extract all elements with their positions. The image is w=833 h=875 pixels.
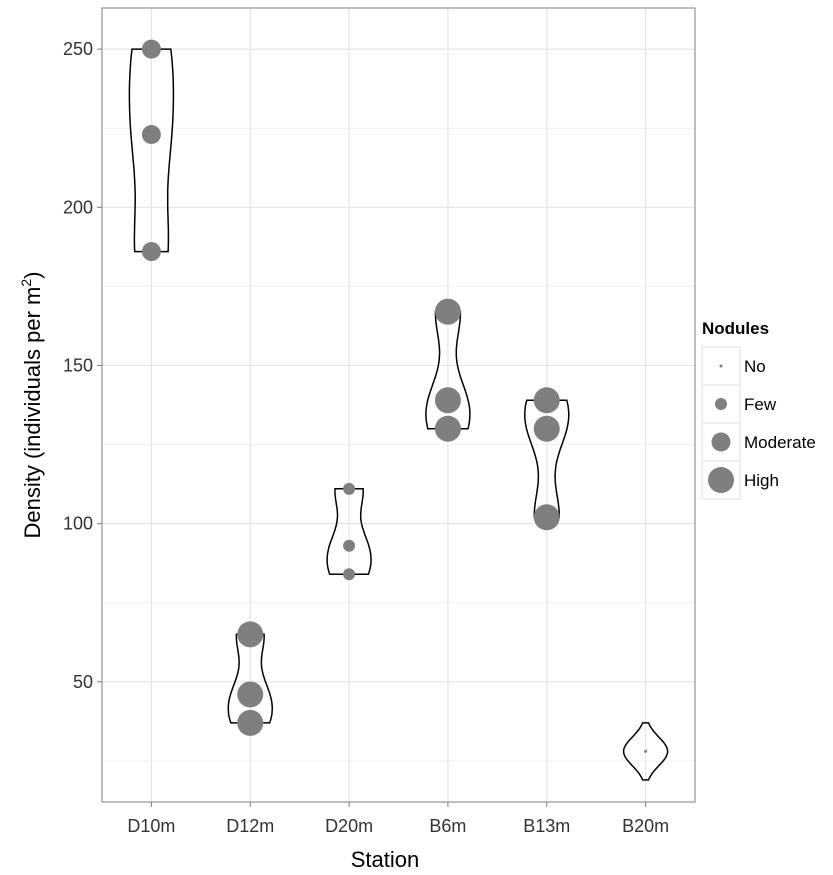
violin-d10m bbox=[128, 48, 175, 253]
x-tick-label: B13m bbox=[523, 816, 570, 836]
violin-b20m bbox=[622, 722, 669, 781]
data-point bbox=[237, 621, 264, 648]
data-point bbox=[343, 539, 356, 552]
y-tick-label: 100 bbox=[63, 514, 93, 534]
data-point bbox=[141, 125, 161, 145]
data-point bbox=[434, 415, 461, 442]
y-tick-label: 50 bbox=[73, 672, 93, 692]
grid-lines bbox=[102, 8, 695, 802]
violin-d12m bbox=[227, 633, 274, 724]
legend-label: Few bbox=[744, 395, 777, 414]
data-point bbox=[533, 387, 560, 414]
y-axis-title-suffix: ) bbox=[20, 272, 45, 279]
legend-label: No bbox=[744, 357, 766, 376]
legend-key-symbol bbox=[711, 432, 731, 452]
data-point bbox=[434, 298, 461, 325]
data-point bbox=[343, 482, 356, 495]
y-axis-title-superscript: 2 bbox=[18, 279, 34, 287]
y-tick-label: 200 bbox=[63, 197, 93, 217]
x-tick-label: B20m bbox=[622, 816, 669, 836]
legend-key-symbol bbox=[719, 364, 723, 368]
points bbox=[141, 39, 648, 753]
y-tick-label: 250 bbox=[63, 39, 93, 59]
y-axis-title: Density (individuals per m2) bbox=[18, 272, 45, 539]
data-point bbox=[533, 415, 560, 442]
panel-border bbox=[101, 7, 696, 803]
x-axis-title: Station bbox=[351, 847, 420, 872]
data-point bbox=[434, 387, 461, 414]
data-point bbox=[644, 749, 648, 753]
data-point bbox=[533, 504, 560, 531]
legend-key-symbol bbox=[715, 398, 727, 410]
violin-d20m bbox=[326, 488, 372, 575]
x-axis: D10m D12m D20m B6m B13m B20m bbox=[127, 802, 669, 836]
y-axis-title-main: Density (individuals per m bbox=[20, 287, 45, 539]
violin-b13m bbox=[524, 399, 570, 519]
legend-label: High bbox=[744, 471, 779, 490]
data-point bbox=[237, 681, 264, 708]
legend: Nodules No Few Moderate High bbox=[701, 319, 816, 500]
x-tick-label: D12m bbox=[226, 816, 274, 836]
legend-label: Moderate bbox=[744, 433, 816, 452]
data-point bbox=[343, 568, 356, 581]
data-point bbox=[141, 242, 161, 262]
data-point bbox=[141, 39, 161, 59]
legend-items: No Few Moderate High bbox=[701, 346, 816, 500]
data-point bbox=[237, 709, 264, 736]
x-tick-label: B6m bbox=[429, 816, 466, 836]
y-axis: 50 100 150 200 250 bbox=[63, 39, 102, 692]
legend-title: Nodules bbox=[702, 319, 769, 338]
legend-key-symbol bbox=[708, 467, 734, 493]
x-tick-label: D20m bbox=[325, 816, 373, 836]
x-tick-label: D10m bbox=[127, 816, 175, 836]
violins bbox=[128, 48, 669, 781]
y-tick-label: 150 bbox=[63, 355, 93, 375]
